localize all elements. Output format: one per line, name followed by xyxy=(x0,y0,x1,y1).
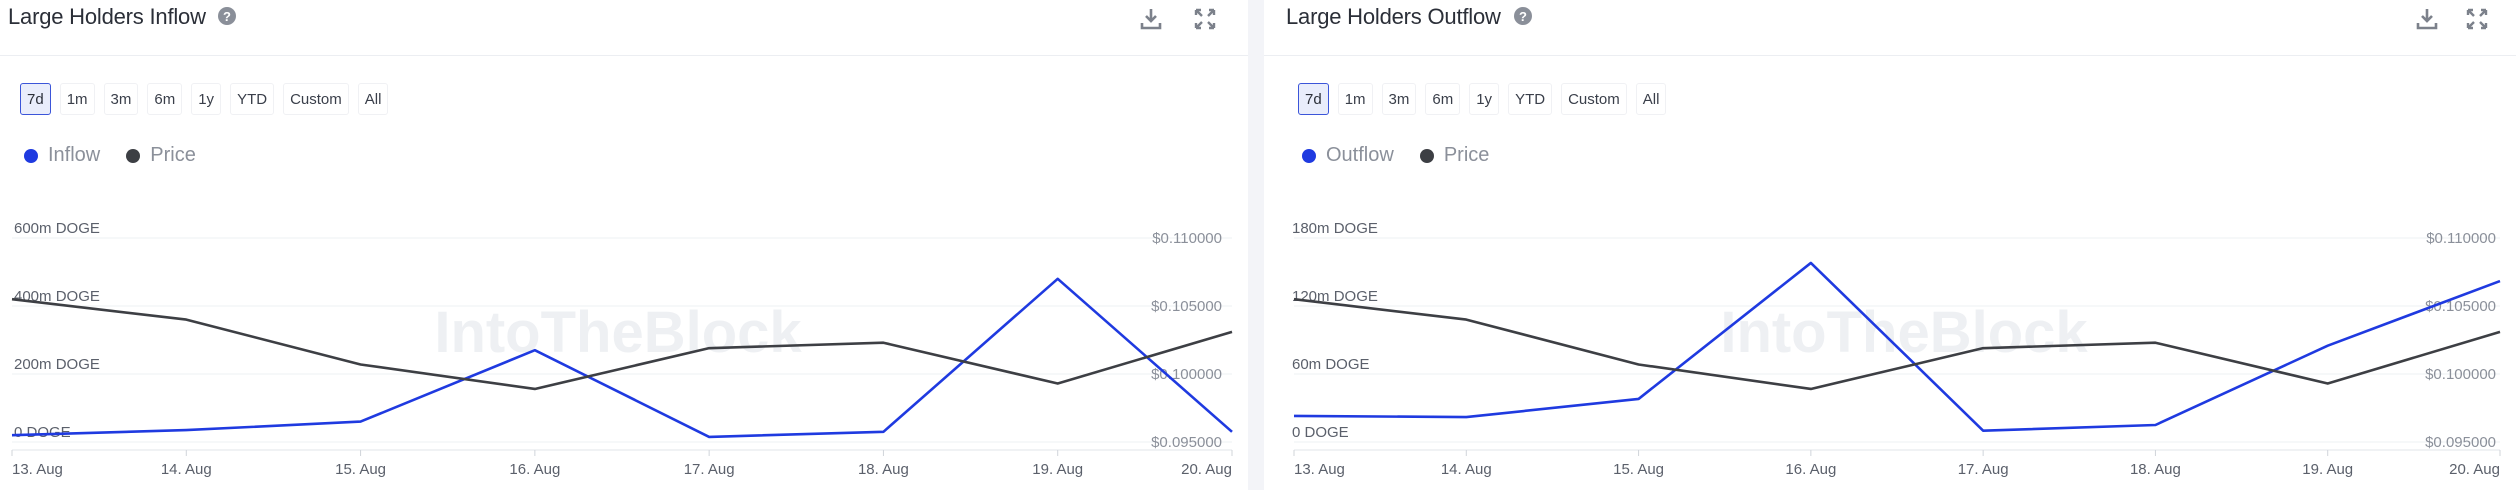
panel-header: Large Holders Inflow ? xyxy=(0,0,1248,40)
right-axis-tick-label: $0.110000 xyxy=(2426,230,2496,247)
right-axis-tick-label: $0.110000 xyxy=(1152,230,1222,247)
range-button-all[interactable]: All xyxy=(357,83,389,115)
left-axis-tick-label: 60m DOGE xyxy=(1292,356,1370,373)
left-axis-tick-label: 0 DOGE xyxy=(1292,424,1349,441)
expand-icon[interactable] xyxy=(1192,6,1218,32)
legend-dot-price xyxy=(1419,148,1434,163)
download-icon[interactable] xyxy=(2414,6,2440,32)
right-axis-tick-label: $0.100000 xyxy=(1151,366,1222,383)
header-divider xyxy=(1264,55,2516,56)
legend-dot-price xyxy=(126,148,141,163)
x-axis-tick-label: 16. Aug xyxy=(1785,461,1836,478)
right-axis-tick-label: $0.095000 xyxy=(2425,434,2496,451)
panel-title: Large Holders Inflow xyxy=(8,4,206,29)
x-axis-tick-label: 16. Aug xyxy=(509,461,560,478)
chart-legend: Outflow Price xyxy=(1302,144,1489,167)
left-axis-tick-label: 120m DOGE xyxy=(1292,288,1378,305)
range-button-6m[interactable]: 6m xyxy=(1425,83,1461,115)
legend-label-inflow: Inflow xyxy=(48,144,101,166)
chart-legend: Inflow Price xyxy=(24,144,196,167)
legend-label-outflow: Outflow xyxy=(1326,144,1394,166)
x-axis-tick-label: 15. Aug xyxy=(1613,461,1664,478)
x-axis-tick-label: 17. Aug xyxy=(1958,461,2009,478)
watermark-text: IntoTheBlock xyxy=(434,300,802,365)
legend-label-price: Price xyxy=(1443,144,1490,166)
right-axis-tick-label: $0.105000 xyxy=(1151,298,1222,315)
range-button-ytd[interactable]: YTD xyxy=(1508,83,1553,115)
legend-item-price[interactable]: Price xyxy=(1419,144,1490,167)
series-line-outflow xyxy=(1293,261,2501,432)
panel-header: Large Holders Outflow ? xyxy=(1264,0,2516,40)
legend-item-price[interactable]: Price xyxy=(126,144,196,167)
legend-item-outflow[interactable]: Outflow xyxy=(1302,144,1394,167)
range-button-custom[interactable]: Custom xyxy=(283,83,349,115)
right-axis-tick-label: $0.100000 xyxy=(2425,366,2496,383)
left-axis-tick-label: 180m DOGE xyxy=(1292,220,1378,237)
legend-dot-inflow xyxy=(24,148,38,163)
range-selector: 7d 1m 3m 6m 1y YTD Custom All xyxy=(1298,83,1667,115)
range-button-custom[interactable]: Custom xyxy=(1561,83,1627,115)
expand-icon[interactable] xyxy=(2464,6,2490,32)
series-line-inflow xyxy=(11,277,1233,439)
range-button-1m[interactable]: 1m xyxy=(1337,83,1373,115)
inflow-chart: IntoTheBlock 0 DOGE 200m DOGE 400m DOGE 600m… xyxy=(11,220,1233,478)
left-axis-tick-label: 200m DOGE xyxy=(14,356,100,373)
x-axis-tick-label: 14. Aug xyxy=(161,461,212,478)
range-button-all[interactable]: All xyxy=(1635,83,1667,115)
range-button-7d[interactable]: 7d xyxy=(20,83,51,115)
x-axis-tick-label: 14. Aug xyxy=(1441,461,1492,478)
x-axis-tick-label: 18. Aug xyxy=(2130,461,2181,478)
download-icon[interactable] xyxy=(1138,6,1164,32)
x-axis-tick-label: 13. Aug xyxy=(12,461,63,478)
x-axis-tick-label: 20. Aug xyxy=(1181,461,1232,478)
range-button-3m[interactable]: 3m xyxy=(103,83,139,115)
header-divider xyxy=(0,55,1248,56)
x-axis-tick-label: 19. Aug xyxy=(1032,461,1083,478)
help-icon[interactable]: ? xyxy=(218,7,236,25)
x-axis-tick-label: 18. Aug xyxy=(858,461,909,478)
x-axis-tick-label: 20. Aug xyxy=(2449,461,2500,478)
legend-dot-outflow xyxy=(1302,148,1316,163)
legend-label-price: Price xyxy=(150,144,196,166)
x-axis-tick-label: 19. Aug xyxy=(2302,461,2353,478)
panel-title: Large Holders Outflow xyxy=(1286,4,1501,29)
help-icon[interactable]: ? xyxy=(1514,7,1532,25)
range-button-1y[interactable]: 1y xyxy=(191,83,222,115)
range-button-6m[interactable]: 6m xyxy=(147,83,183,115)
range-button-1y[interactable]: 1y xyxy=(1469,83,1500,115)
x-axis-tick-label: 17. Aug xyxy=(684,461,735,478)
range-button-1m[interactable]: 1m xyxy=(59,83,95,115)
x-axis-tick-label: 15. Aug xyxy=(335,461,386,478)
x-axis-tick-label: 13. Aug xyxy=(1294,461,1345,478)
inflow-panel: Large Holders Inflow ? 7d 1m 3m 6m 1y YT… xyxy=(0,0,1248,490)
left-axis-tick-label: 600m DOGE xyxy=(14,220,100,237)
range-button-3m[interactable]: 3m xyxy=(1381,83,1417,115)
left-axis-tick-label: 400m DOGE xyxy=(14,288,100,305)
series-line-price xyxy=(1293,297,2501,391)
range-button-ytd[interactable]: YTD xyxy=(230,83,275,115)
legend-item-inflow[interactable]: Inflow xyxy=(24,144,100,167)
right-axis-tick-label: $0.095000 xyxy=(1151,434,1222,451)
range-button-7d[interactable]: 7d xyxy=(1298,83,1329,115)
range-selector: 7d 1m 3m 6m 1y YTD Custom All xyxy=(20,83,389,115)
outflow-panel: Large Holders Outflow ? 7d 1m 3m 6m 1y Y… xyxy=(1264,0,2516,490)
left-axis-tick-label: 0 DOGE xyxy=(14,424,71,441)
series-line-price xyxy=(11,297,1233,391)
